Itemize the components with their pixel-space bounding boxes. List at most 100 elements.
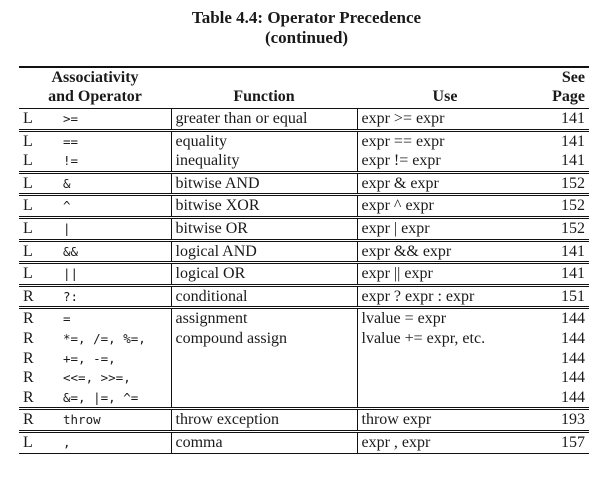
caption-title: Table 4.4: Operator Precedence xyxy=(191,8,422,27)
header-assoc-operator: Associativity and Operator xyxy=(19,67,171,109)
operator-group: L | bitwise OR expr | expr 152 xyxy=(19,217,589,241)
page-cell: 144 xyxy=(561,349,585,367)
operator-cell: = xyxy=(63,311,71,327)
table-row: L ^ bitwise XOR expr ^ expr 152 xyxy=(19,194,589,218)
associativity-cell: L xyxy=(23,132,33,150)
table-header: Associativity and Operator Function Use … xyxy=(19,67,589,109)
operator-cell: <<=, >>=, xyxy=(63,370,131,386)
operator-cell: throw xyxy=(63,412,101,428)
caption-subtitle: (continued) xyxy=(264,28,349,47)
table-row: R <<=, >>=, 144 xyxy=(19,368,589,388)
use-cell: expr == expr xyxy=(356,130,533,152)
operator-cell: & xyxy=(63,175,71,191)
associativity-cell: L xyxy=(23,197,33,215)
page-cell: 152 xyxy=(561,219,585,237)
table-row: L && logical AND expr && expr 141 xyxy=(19,240,589,263)
page-cell: 152 xyxy=(561,197,585,215)
table-row: R &=, |=, ^= 144 xyxy=(19,387,589,409)
table-row: L || logical OR expr || expr 141 xyxy=(19,262,589,286)
use-cell xyxy=(356,368,533,388)
associativity-cell: R xyxy=(23,388,34,406)
use-cell: lvalue = expr xyxy=(356,307,533,329)
operator-group: L && logical AND expr && expr 141 xyxy=(19,240,589,263)
operator-cell: != xyxy=(63,153,79,169)
table-row: R?: conditional expr ? expr : expr 151 xyxy=(19,285,589,308)
operator-group: L ^ bitwise XOR expr ^ expr 152 xyxy=(19,194,589,218)
page-cell: 144 xyxy=(561,388,585,406)
table-caption: Table 4.4: Operator Precedence (continue… xyxy=(0,8,613,48)
operator-group: L >= greater than or equal expr >= expr 141 xyxy=(19,108,589,131)
page-cell: 141 xyxy=(561,132,585,150)
page-cell: 141 xyxy=(561,110,585,127)
operator-cell: , xyxy=(63,434,71,450)
page-cell: 157 xyxy=(561,433,585,451)
function-cell: logical AND xyxy=(170,240,357,263)
use-cell: throw expr xyxy=(356,408,533,432)
use-cell xyxy=(356,348,533,369)
page-cell: 151 xyxy=(561,287,585,305)
page-cell: 144 xyxy=(561,310,585,328)
operator-group: L || logical OR expr || expr 141 xyxy=(19,262,589,286)
operator-group: L, comma expr , expr 157 xyxy=(19,431,589,453)
operator-precedence-table: Associativity and Operator Function Use … xyxy=(19,66,589,454)
use-cell: expr >= expr xyxy=(356,108,533,131)
table-row: R *=, /=, %=, compound assign lvalue += exp… xyxy=(19,328,589,349)
page-cell: 141 xyxy=(561,265,585,283)
associativity-cell: R xyxy=(23,411,34,429)
use-cell: expr | expr xyxy=(356,217,533,241)
associativity-cell: R xyxy=(23,329,34,347)
use-cell: expr ? expr : expr xyxy=(356,285,533,308)
table-row: R = assignment lvalue = expr 144 xyxy=(19,307,589,329)
operator-group: R = assignment lvalue = expr 144 R *=, /=, %=,… xyxy=(19,307,589,409)
page-cell: 141 xyxy=(561,242,585,260)
associativity-cell: L xyxy=(23,152,33,170)
header-assoc-line2: and Operator xyxy=(48,88,142,105)
page-cell: 144 xyxy=(561,329,585,347)
header-page-line1: See xyxy=(561,69,585,86)
header-assoc-line1: Associativity xyxy=(51,69,139,86)
page-cell: 152 xyxy=(561,174,585,192)
operator-cell: >= xyxy=(63,111,79,126)
associativity-cell: L xyxy=(23,265,33,283)
use-cell: expr && expr xyxy=(356,240,533,263)
function-cell: assignment xyxy=(170,307,357,329)
associativity-cell: L xyxy=(23,433,33,451)
page-cell: 141 xyxy=(561,152,585,170)
table-row: L != inequality expr != expr 141 xyxy=(19,151,589,173)
operator-group: L & bitwise AND expr & expr 152 xyxy=(19,172,589,195)
function-cell: bitwise OR xyxy=(170,217,357,241)
operator-cell: *=, /=, %=, xyxy=(63,330,146,346)
table-row: L == equality expr == expr 141 xyxy=(19,130,589,152)
associativity-cell: R xyxy=(23,349,34,367)
use-cell: expr , expr xyxy=(356,431,533,453)
operator-cell: ?: xyxy=(63,288,79,304)
operator-cell: && xyxy=(63,243,79,259)
associativity-cell: L xyxy=(23,242,33,260)
header-see-page: See Page xyxy=(533,67,589,109)
operator-cell: || xyxy=(63,266,79,282)
page-cell: 144 xyxy=(561,369,585,387)
function-cell: inequality xyxy=(170,151,357,173)
use-cell xyxy=(356,387,533,409)
function-cell xyxy=(170,348,357,369)
operator-cell: | xyxy=(63,220,71,236)
header-page-line2: Page xyxy=(552,88,585,105)
associativity-cell: L xyxy=(23,174,33,192)
function-cell: logical OR xyxy=(170,262,357,286)
function-cell: throw exception xyxy=(170,408,357,432)
table-row: R +=, -=, 144 xyxy=(19,348,589,369)
use-cell: lvalue += expr, etc. xyxy=(356,328,533,349)
function-cell: equality xyxy=(170,130,357,152)
table-row: L >= greater than or equal expr >= expr 141 xyxy=(19,108,589,131)
use-cell: expr ^ expr xyxy=(356,194,533,218)
operator-group: R?: conditional expr ? expr : expr 151 xyxy=(19,285,589,308)
function-cell xyxy=(170,387,357,409)
page-cell: 193 xyxy=(561,411,585,429)
associativity-cell: R xyxy=(23,310,34,328)
function-cell: comma xyxy=(170,431,357,453)
operator-cell: ^ xyxy=(63,198,71,214)
function-cell xyxy=(170,368,357,388)
associativity-cell: R xyxy=(23,287,34,305)
